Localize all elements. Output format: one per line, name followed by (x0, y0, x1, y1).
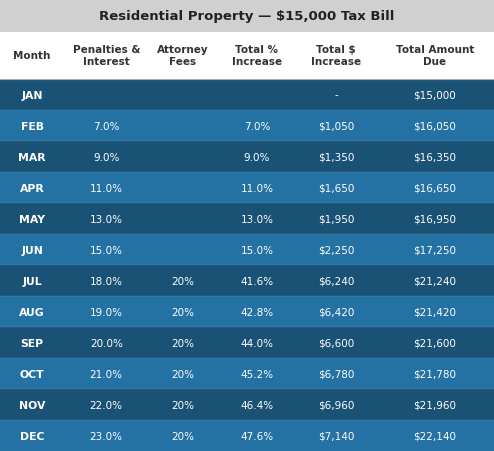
FancyBboxPatch shape (0, 0, 494, 32)
Text: $16,350: $16,350 (413, 152, 456, 162)
FancyBboxPatch shape (0, 265, 494, 296)
Text: 46.4%: 46.4% (240, 400, 274, 410)
Text: $6,240: $6,240 (318, 276, 354, 286)
Text: $15,000: $15,000 (413, 90, 456, 100)
Text: Total Amount
Due: Total Amount Due (396, 46, 474, 67)
Text: 20%: 20% (171, 307, 194, 317)
Text: -: - (334, 90, 338, 100)
FancyBboxPatch shape (0, 111, 494, 142)
Text: 44.0%: 44.0% (241, 338, 273, 348)
Text: 20%: 20% (171, 400, 194, 410)
Text: 7.0%: 7.0% (93, 121, 120, 131)
Text: 45.2%: 45.2% (240, 368, 274, 379)
Text: 19.0%: 19.0% (90, 307, 123, 317)
FancyBboxPatch shape (0, 142, 494, 173)
FancyBboxPatch shape (0, 80, 494, 111)
Text: $7,140: $7,140 (318, 431, 354, 441)
Text: JUN: JUN (21, 245, 43, 255)
Text: 20%: 20% (171, 276, 194, 286)
Text: 20.0%: 20.0% (90, 338, 123, 348)
Text: 23.0%: 23.0% (90, 431, 123, 441)
Text: 11.0%: 11.0% (241, 183, 273, 193)
Text: $16,950: $16,950 (413, 214, 456, 224)
Text: Total %
Increase: Total % Increase (232, 46, 282, 67)
Text: $21,960: $21,960 (413, 400, 456, 410)
Text: FEB: FEB (21, 121, 43, 131)
Text: $1,350: $1,350 (318, 152, 354, 162)
Text: Month: Month (13, 51, 51, 61)
Text: Attorney
Fees: Attorney Fees (157, 46, 208, 67)
Text: $1,650: $1,650 (318, 183, 354, 193)
Text: 20%: 20% (171, 338, 194, 348)
Text: JAN: JAN (21, 90, 43, 100)
Text: $21,240: $21,240 (413, 276, 456, 286)
Text: NOV: NOV (19, 400, 45, 410)
Text: 47.6%: 47.6% (240, 431, 274, 441)
Text: $21,780: $21,780 (413, 368, 456, 379)
Text: 21.0%: 21.0% (90, 368, 123, 379)
Text: DEC: DEC (20, 431, 44, 441)
Text: OCT: OCT (20, 368, 44, 379)
Text: 13.0%: 13.0% (241, 214, 273, 224)
Text: $21,600: $21,600 (413, 338, 456, 348)
Text: APR: APR (20, 183, 44, 193)
Text: 13.0%: 13.0% (90, 214, 123, 224)
Text: $22,140: $22,140 (413, 431, 456, 441)
FancyBboxPatch shape (0, 389, 494, 420)
Text: $16,050: $16,050 (413, 121, 456, 131)
Text: 9.0%: 9.0% (244, 152, 270, 162)
Text: 22.0%: 22.0% (90, 400, 123, 410)
Text: $17,250: $17,250 (413, 245, 456, 255)
Text: Total $
Increase: Total $ Increase (311, 46, 361, 67)
FancyBboxPatch shape (0, 203, 494, 235)
FancyBboxPatch shape (0, 358, 494, 389)
Text: Residential Property — $15,000 Tax Bill: Residential Property — $15,000 Tax Bill (99, 10, 395, 23)
Text: JUL: JUL (22, 276, 42, 286)
Text: $21,420: $21,420 (413, 307, 456, 317)
Text: Penalties &
Interest: Penalties & Interest (73, 46, 140, 67)
Text: $6,960: $6,960 (318, 400, 354, 410)
Text: $16,650: $16,650 (413, 183, 456, 193)
Text: 20%: 20% (171, 431, 194, 441)
FancyBboxPatch shape (0, 32, 494, 80)
Text: $6,420: $6,420 (318, 307, 354, 317)
Text: MAR: MAR (18, 152, 46, 162)
FancyBboxPatch shape (0, 235, 494, 265)
FancyBboxPatch shape (0, 420, 494, 451)
Text: 11.0%: 11.0% (90, 183, 123, 193)
FancyBboxPatch shape (0, 173, 494, 203)
Text: $6,600: $6,600 (318, 338, 354, 348)
Text: AUG: AUG (19, 307, 45, 317)
Text: 7.0%: 7.0% (244, 121, 270, 131)
Text: 41.6%: 41.6% (240, 276, 274, 286)
Text: 15.0%: 15.0% (241, 245, 273, 255)
Text: 42.8%: 42.8% (240, 307, 274, 317)
Text: $1,950: $1,950 (318, 214, 354, 224)
Text: 18.0%: 18.0% (90, 276, 123, 286)
Text: $2,250: $2,250 (318, 245, 354, 255)
Text: $1,050: $1,050 (318, 121, 354, 131)
FancyBboxPatch shape (0, 296, 494, 327)
Text: 15.0%: 15.0% (90, 245, 123, 255)
Text: 9.0%: 9.0% (93, 152, 120, 162)
Text: 20%: 20% (171, 368, 194, 379)
Text: SEP: SEP (21, 338, 43, 348)
FancyBboxPatch shape (0, 327, 494, 358)
Text: MAY: MAY (19, 214, 45, 224)
Text: $6,780: $6,780 (318, 368, 354, 379)
